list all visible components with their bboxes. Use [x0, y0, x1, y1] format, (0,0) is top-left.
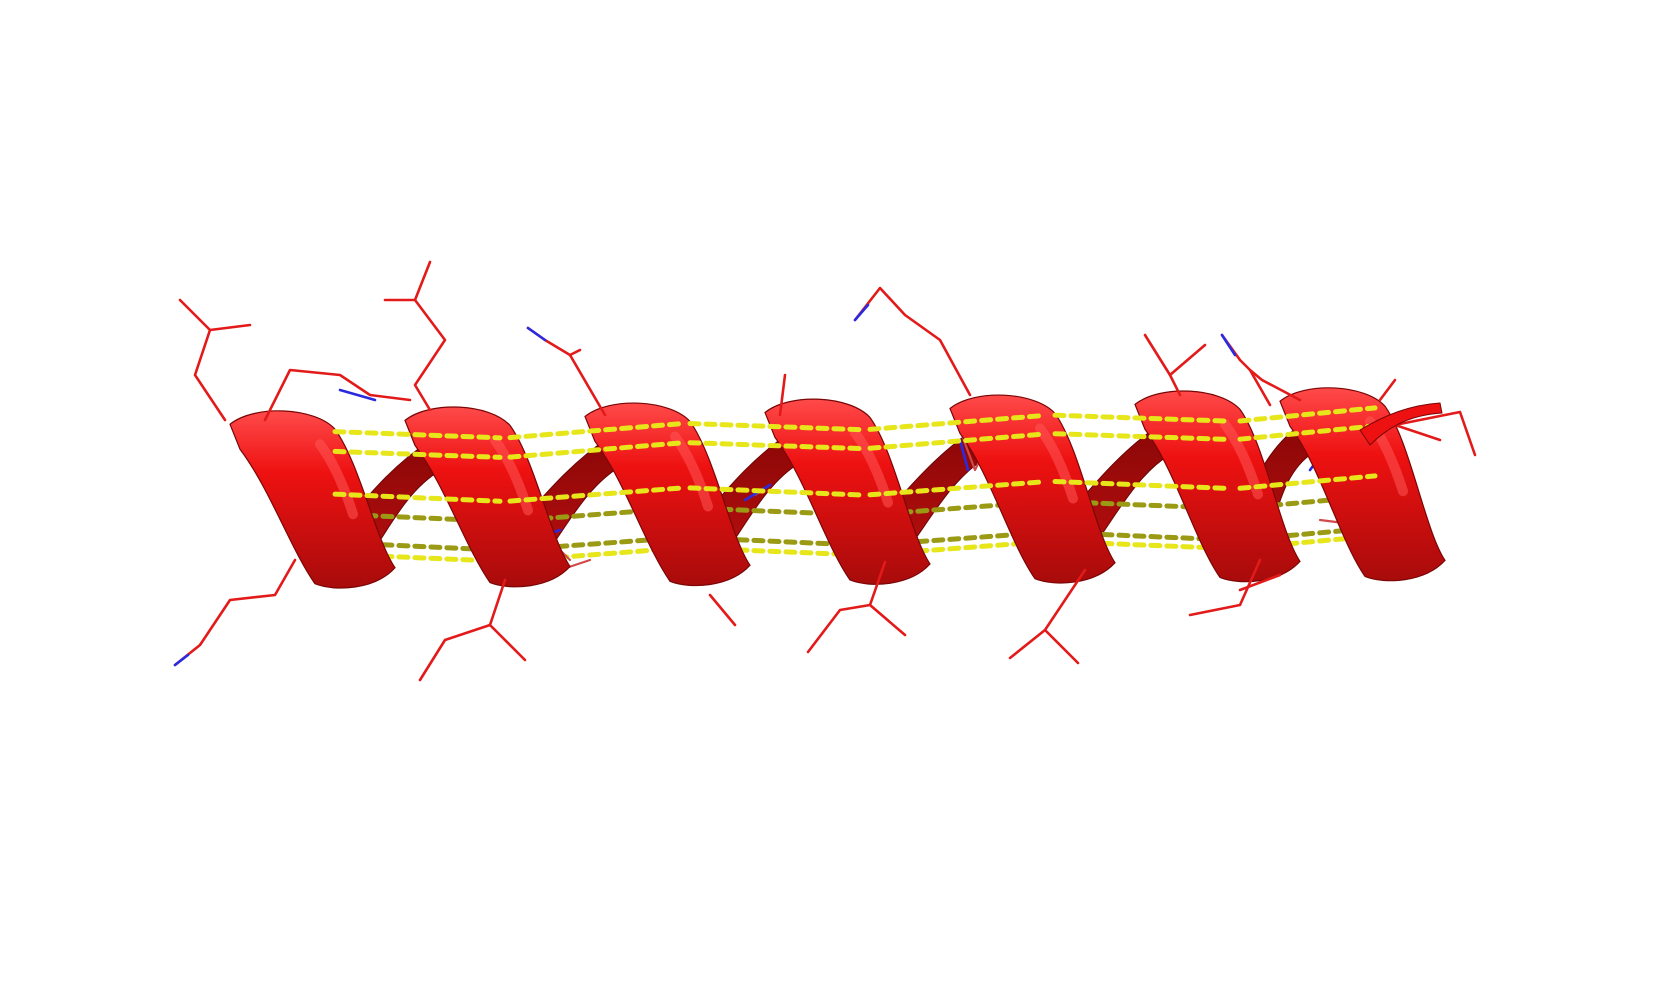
hydrogen-bond	[332, 448, 503, 460]
tail-ribbon	[1359, 402, 1443, 446]
hydrogen-bond	[1237, 423, 1378, 442]
hydrogen-bond	[1052, 479, 1233, 491]
hydrogen-bond	[507, 421, 683, 441]
side-chain	[488, 623, 527, 662]
nitrogen-atom	[1220, 333, 1237, 357]
hydrogen-bond	[1052, 431, 1233, 442]
hydrogen-bond	[687, 545, 863, 558]
hydrogen-bond	[1237, 473, 1378, 491]
side-chain	[1393, 410, 1477, 457]
front-coil	[229, 410, 396, 589]
side-chain	[173, 558, 297, 667]
coil-highlight	[490, 435, 533, 516]
side-chain	[868, 603, 907, 637]
side-chain	[1188, 558, 1262, 617]
hydrogen-bond	[687, 421, 863, 433]
hydrogen-bond	[1052, 539, 1233, 551]
side-chain	[1008, 568, 1087, 660]
hydrogen-bond	[332, 551, 503, 564]
side-chain	[806, 560, 887, 654]
front-coil	[1279, 387, 1446, 582]
side-chain	[1378, 378, 1397, 402]
side-chain	[208, 323, 252, 332]
nitrogen-atom	[173, 653, 190, 667]
hydrogen-bond	[507, 440, 683, 460]
helix-c-terminus-tail	[1359, 402, 1443, 446]
hydrogen-bond	[1052, 412, 1233, 424]
side-chain	[853, 286, 972, 397]
side-chain	[1248, 368, 1302, 402]
side-chain	[708, 593, 737, 627]
side-chain	[418, 578, 507, 682]
side-chain	[526, 326, 607, 417]
side-chain	[778, 373, 787, 417]
nitrogen-atom	[853, 303, 870, 322]
hydrogen-bond	[332, 491, 503, 504]
front-coil	[404, 406, 571, 588]
side-chain	[568, 348, 582, 357]
hydrogen-bond	[1237, 405, 1378, 424]
hydrogen-bond	[507, 485, 683, 504]
nitrogen-atom	[338, 388, 377, 402]
side-chain	[178, 298, 227, 422]
side-chain	[413, 260, 447, 412]
nitrogen-atom	[958, 438, 970, 472]
side-chain	[263, 368, 412, 422]
hydrogen-bond	[687, 485, 863, 498]
side-chain	[1168, 343, 1207, 377]
coil-highlight	[1035, 423, 1078, 504]
coil-highlight	[315, 439, 358, 520]
side-chains-front	[173, 260, 1477, 682]
hydrogen-bond	[867, 412, 1048, 432]
front-coil	[949, 394, 1116, 584]
hydrogen-bond	[867, 431, 1048, 451]
hydrogen-bond	[507, 545, 683, 564]
nitrogen-atom	[526, 326, 547, 342]
side-chain	[1043, 628, 1080, 665]
hydrogen-bond	[332, 429, 503, 441]
hydrogen-bond	[687, 440, 863, 452]
hydrogen-bond	[867, 479, 1048, 498]
side-chain	[1238, 573, 1282, 592]
side-chain	[1393, 423, 1442, 442]
side-chain	[1143, 333, 1182, 397]
hydrogen-bonds-front	[332, 405, 1378, 504]
